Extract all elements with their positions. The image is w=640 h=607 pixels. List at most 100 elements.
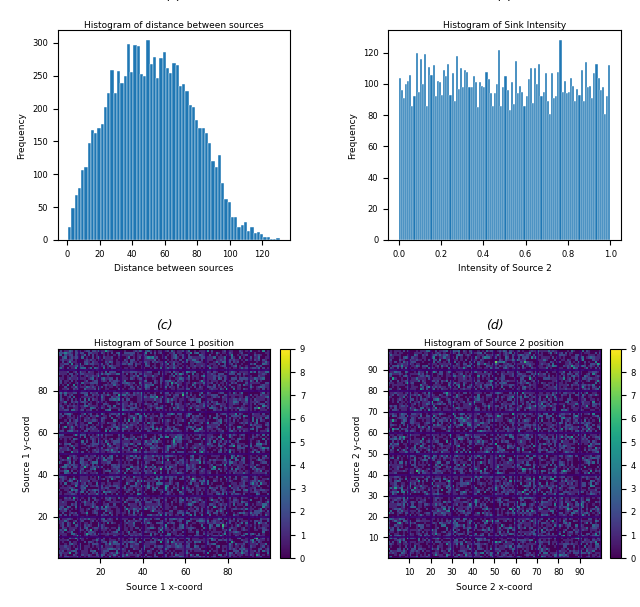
Bar [156, 78, 159, 240]
Bar [241, 225, 244, 240]
Bar [477, 107, 479, 240]
Bar [413, 97, 415, 240]
Bar [545, 73, 547, 240]
Bar [470, 87, 473, 240]
Bar [192, 107, 195, 240]
Bar [153, 58, 156, 240]
Bar [553, 98, 556, 240]
Bar [143, 76, 147, 240]
Bar [424, 55, 426, 240]
Y-axis label: Frequency: Frequency [348, 112, 357, 158]
Bar [500, 106, 502, 240]
Bar [483, 87, 485, 240]
Bar [488, 80, 490, 240]
Bar [257, 232, 260, 240]
Bar [519, 86, 522, 240]
Bar [598, 78, 600, 240]
Bar [454, 101, 456, 240]
Title: Histogram of Sink Intensity: Histogram of Sink Intensity [443, 21, 566, 30]
Title: Histogram of distance between sources: Histogram of distance between sources [84, 21, 264, 30]
Y-axis label: Source 1 y-coord: Source 1 y-coord [22, 415, 32, 492]
Bar [532, 103, 534, 240]
Bar [214, 167, 218, 240]
Bar [195, 120, 198, 240]
Bar [502, 87, 504, 240]
Bar [428, 67, 430, 240]
Bar [420, 59, 422, 240]
Bar [127, 44, 130, 240]
Bar [198, 128, 202, 240]
Bar [559, 40, 561, 240]
Bar [270, 239, 273, 240]
Bar [401, 90, 403, 240]
Bar [231, 217, 234, 240]
Bar [250, 228, 253, 240]
Bar [473, 76, 475, 240]
Bar [133, 45, 136, 240]
Bar [595, 64, 598, 240]
Bar [568, 92, 570, 240]
Bar [418, 92, 420, 240]
Bar [547, 101, 549, 240]
Bar [449, 95, 452, 240]
Bar [264, 237, 267, 240]
Bar [515, 61, 517, 240]
Bar [452, 73, 454, 240]
Bar [84, 167, 88, 240]
X-axis label: Source 1 x-coord: Source 1 x-coord [125, 583, 202, 592]
Bar [94, 133, 97, 240]
Bar [536, 84, 538, 240]
Bar [485, 72, 488, 240]
X-axis label: Intensity of Source 2: Intensity of Source 2 [458, 264, 551, 273]
Bar [468, 87, 470, 240]
Bar [244, 222, 247, 240]
Bar [182, 84, 186, 240]
Bar [120, 83, 124, 240]
Bar [267, 237, 270, 240]
Bar [481, 86, 483, 240]
Bar [522, 92, 524, 240]
Bar [447, 64, 449, 240]
Bar [72, 208, 75, 240]
Bar [551, 73, 553, 240]
Bar [75, 195, 78, 240]
Y-axis label: Source 2 y-coord: Source 2 y-coord [353, 415, 362, 492]
Bar [570, 78, 572, 240]
Bar [81, 171, 84, 240]
Bar [593, 73, 595, 240]
Bar [221, 183, 225, 240]
Bar [225, 199, 228, 240]
Bar [577, 89, 579, 240]
Title: Histogram of Source 2 position: Histogram of Source 2 position [424, 339, 564, 348]
Bar [561, 92, 564, 240]
Bar [543, 92, 545, 240]
Bar [117, 71, 120, 240]
Bar [218, 155, 221, 240]
Bar [549, 114, 551, 240]
Title: Histogram of Source 1 position: Histogram of Source 1 position [94, 339, 234, 348]
Bar [409, 75, 412, 240]
Bar [403, 98, 405, 240]
Bar [494, 93, 496, 240]
Bar [582, 101, 585, 240]
Bar [147, 40, 150, 240]
Bar [557, 72, 559, 240]
Bar [97, 128, 100, 240]
Bar [538, 64, 540, 240]
Bar [276, 238, 280, 240]
Bar [524, 106, 525, 240]
Bar [504, 76, 506, 240]
Bar [600, 90, 602, 240]
Bar [436, 81, 439, 240]
Bar [540, 97, 543, 240]
Bar [511, 83, 513, 240]
Bar [585, 62, 587, 240]
Text: (a): (a) [165, 0, 182, 3]
Bar [247, 231, 250, 240]
Bar [462, 87, 464, 240]
Bar [589, 86, 591, 240]
Bar [430, 75, 433, 240]
Bar [130, 72, 133, 240]
Bar [604, 114, 606, 240]
Bar [260, 234, 264, 240]
